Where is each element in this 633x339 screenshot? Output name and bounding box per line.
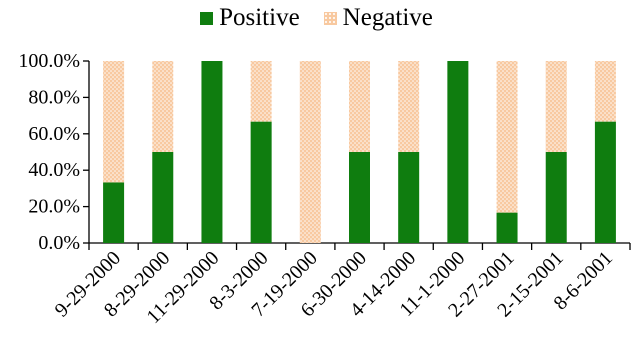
bar-positive-8-29-2000 — [152, 152, 174, 243]
bar-positive-8-3-2000 — [250, 121, 272, 243]
bar-positive-2-15-2001 — [545, 152, 567, 243]
bar-negative-8-29-2000 — [152, 61, 174, 152]
bar-negative-2-27-2001 — [496, 61, 518, 213]
bar-positive-8-6-2001 — [594, 121, 616, 243]
legend: Positive Negative — [0, 4, 633, 32]
y-tick-label: 60.0% — [28, 123, 80, 145]
y-tick-label: 0.0% — [38, 232, 80, 254]
legend-item-negative: Negative — [323, 4, 433, 32]
legend-swatch-negative — [323, 11, 337, 25]
bar-negative-6-30-2000 — [349, 61, 370, 152]
y-tick-label: 100.0% — [18, 50, 80, 72]
bar-negative-2-15-2001 — [545, 61, 567, 152]
bar-positive-6-30-2000 — [349, 152, 370, 243]
bar-positive-4-14-2000 — [398, 152, 420, 243]
bar-negative-8-6-2001 — [594, 61, 616, 122]
bar-positive-11-1-2000 — [447, 61, 469, 243]
bar-negative-9-29-2000 — [103, 61, 125, 183]
legend-item-positive: Positive — [200, 4, 300, 32]
legend-swatch-positive — [200, 11, 214, 25]
y-tick-label: 80.0% — [28, 86, 80, 108]
bar-positive-2-27-2001 — [496, 212, 518, 243]
legend-label-positive: Positive — [219, 4, 300, 31]
bar-positive-11-29-2000 — [201, 61, 223, 243]
y-tick-label: 20.0% — [28, 196, 80, 218]
bar-positive-9-29-2000 — [103, 182, 125, 243]
y-tick-label: 40.0% — [28, 159, 80, 181]
legend-label-negative: Negative — [342, 4, 433, 31]
bar-negative-7-19-2000 — [299, 61, 321, 243]
bar-negative-4-14-2000 — [398, 61, 420, 152]
bar-negative-8-3-2000 — [250, 61, 272, 122]
